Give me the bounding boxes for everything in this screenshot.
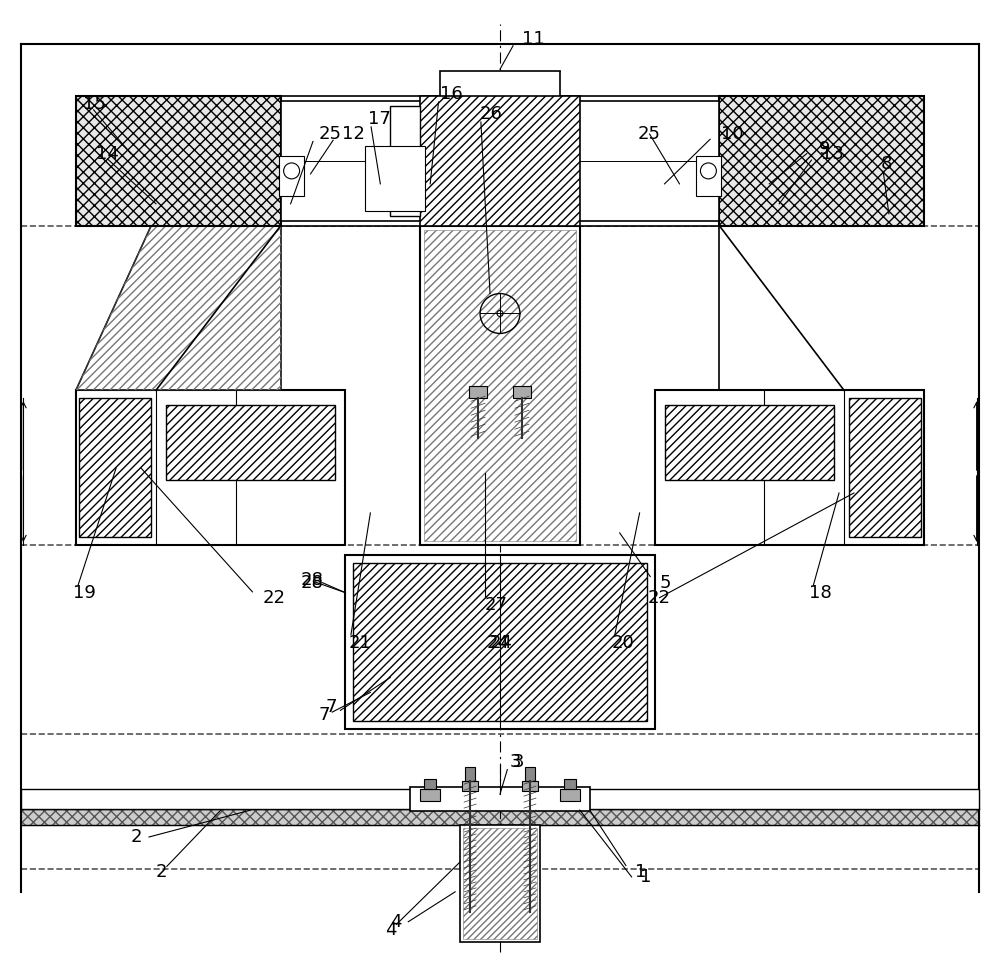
Bar	[76, 96, 924, 226]
Text: 22: 22	[648, 589, 671, 607]
Text: 24: 24	[487, 633, 510, 652]
Bar	[420, 226, 580, 545]
Bar	[696, 156, 721, 196]
Text: 28: 28	[301, 574, 323, 592]
Text: 22: 22	[263, 589, 286, 607]
Bar	[719, 96, 924, 226]
Bar	[469, 386, 487, 398]
Bar	[463, 828, 537, 939]
Text: 3: 3	[513, 753, 524, 772]
Text: 27: 27	[485, 595, 508, 614]
Text: 4: 4	[390, 913, 402, 931]
Text: 2: 2	[156, 863, 167, 881]
Text: 4: 4	[385, 920, 397, 939]
Bar	[279, 156, 304, 196]
Bar	[525, 767, 535, 781]
Text: 16: 16	[440, 85, 463, 103]
Text: 2: 2	[131, 828, 143, 846]
Text: 18: 18	[809, 584, 832, 601]
Bar	[390, 106, 420, 216]
Text: 25: 25	[319, 125, 342, 143]
Text: 19: 19	[73, 584, 96, 601]
Bar	[21, 810, 979, 825]
Bar	[655, 390, 924, 545]
Text: 24: 24	[490, 633, 513, 652]
Bar	[353, 562, 647, 721]
Bar	[21, 789, 979, 810]
Text: 11: 11	[522, 30, 545, 49]
Bar	[460, 825, 540, 942]
Bar	[560, 789, 580, 801]
Bar	[345, 555, 655, 730]
Bar	[79, 398, 151, 537]
Text: 21: 21	[348, 633, 371, 652]
Text: 20: 20	[612, 633, 634, 652]
Bar	[76, 96, 281, 226]
Bar	[513, 386, 531, 398]
Text: 13: 13	[821, 145, 844, 162]
Bar	[420, 96, 580, 226]
Bar	[281, 101, 719, 221]
Bar	[166, 405, 335, 480]
Text: 26: 26	[480, 105, 503, 123]
Text: 7: 7	[319, 706, 330, 724]
Text: 3: 3	[510, 753, 521, 772]
Polygon shape	[76, 226, 281, 390]
Text: 7: 7	[325, 699, 337, 716]
Bar	[424, 230, 576, 541]
Bar	[522, 781, 538, 791]
Text: 14: 14	[96, 145, 119, 162]
Bar	[665, 405, 834, 480]
Bar	[424, 779, 436, 789]
Bar	[849, 398, 921, 537]
Bar	[420, 789, 440, 801]
Text: 17: 17	[368, 110, 391, 128]
Text: 5: 5	[660, 574, 671, 592]
Bar	[465, 767, 475, 781]
Bar	[365, 146, 425, 211]
Bar	[564, 779, 576, 789]
Text: 8: 8	[881, 155, 892, 173]
Text: 12: 12	[342, 125, 365, 143]
Text: 1: 1	[640, 868, 651, 885]
Bar	[76, 390, 345, 545]
Bar	[462, 781, 478, 791]
Text: 1: 1	[635, 863, 646, 881]
Text: 10: 10	[721, 125, 744, 143]
Text: 28: 28	[301, 571, 323, 589]
Bar	[440, 71, 560, 101]
Text: 25: 25	[638, 125, 661, 143]
Text: 9: 9	[819, 140, 831, 158]
Text: 15: 15	[83, 95, 106, 113]
Bar	[410, 787, 590, 811]
